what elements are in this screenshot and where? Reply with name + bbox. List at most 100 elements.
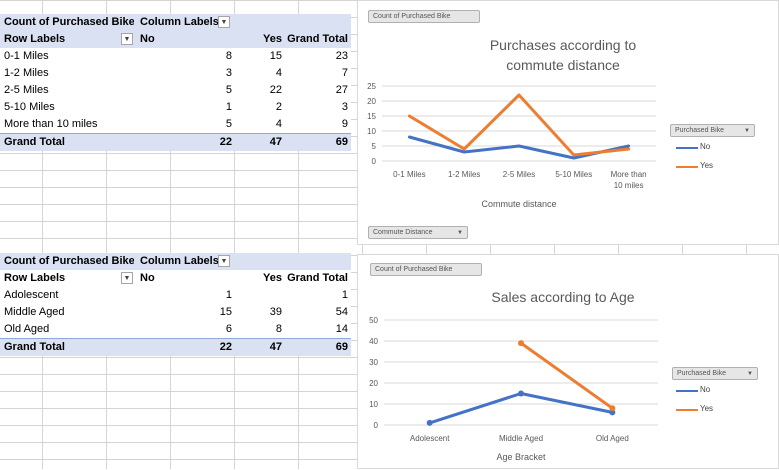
- legend-filter-dropdown-icon[interactable]: ▼: [747, 368, 753, 380]
- x-tick-label-line: More than: [611, 170, 647, 179]
- x-axis-title: Commute distance: [481, 199, 556, 209]
- row-label: Adolescent: [4, 287, 134, 304]
- row-value-no: 5: [140, 82, 232, 99]
- x-tick-label: Old Aged: [596, 434, 629, 443]
- pivot-value-field[interactable]: Count of Purchased Bike: [4, 253, 134, 270]
- pivot-subheader-row: Row Labels ▼ No Yes Grand Total: [0, 31, 351, 48]
- pivot-chart-commute[interactable]: Count of Purchased Bike Purchases accord…: [357, 0, 779, 245]
- pivot-subheader-row: Row Labels ▼ No Yes Grand Total: [0, 270, 351, 287]
- series-line-no[interactable]: [409, 137, 628, 158]
- y-tick-label: 50: [369, 316, 378, 325]
- row-label: 0-1 Miles: [4, 48, 134, 65]
- grand-total-label: Grand Total: [4, 134, 134, 151]
- y-tick-label: 40: [369, 337, 378, 346]
- y-tick-label: 0: [374, 421, 379, 430]
- legend[interactable]: No Yes: [676, 384, 756, 414]
- row-value-no: 3: [140, 65, 232, 82]
- column-header-no: No: [140, 31, 200, 48]
- row-labels-header[interactable]: Row Labels: [4, 270, 134, 287]
- legend-field-button[interactable]: Purchased Bike ▼: [672, 367, 758, 380]
- y-tick-label: 10: [369, 400, 378, 409]
- column-header-grand-total: Grand Total: [284, 31, 348, 48]
- data-point-yes[interactable]: [518, 340, 524, 346]
- y-tick-label: 30: [369, 358, 378, 367]
- grand-total-row: Grand Total 22 47 69: [0, 133, 351, 151]
- x-tick-label-line: 1-2 Miles: [448, 170, 480, 179]
- row-value-total: 27: [284, 82, 348, 99]
- pivot-chart-age[interactable]: Count of Purchased Bike Sales according …: [357, 254, 779, 469]
- column-header-yes: Yes: [236, 31, 282, 48]
- grand-total-label: Grand Total: [4, 339, 134, 356]
- row-value-yes: [236, 287, 282, 304]
- column-header-yes: Yes: [236, 270, 282, 287]
- row-value-total: 7: [284, 65, 348, 82]
- pivot-header-row: Count of Purchased Bike Column Labels ▼: [0, 253, 351, 270]
- y-tick-label: 20: [367, 97, 376, 106]
- series-line-no[interactable]: [430, 394, 613, 423]
- data-point-no[interactable]: [518, 391, 524, 397]
- x-tick-label: 0-1 Miles: [393, 170, 425, 179]
- legend-field-label: Purchased Bike: [677, 370, 726, 377]
- y-tick-label: 15: [367, 112, 376, 121]
- axis-field-label: Commute Distance: [373, 229, 433, 236]
- axis-field-button[interactable]: Commute Distance ▼: [368, 226, 468, 239]
- pivot-table-age[interactable]: Count of Purchased Bike Column Labels ▼ …: [0, 253, 351, 356]
- y-tick-label: 20: [369, 379, 378, 388]
- x-tick-label-line: 2-5 Miles: [503, 170, 535, 179]
- row-value-total: 23: [284, 48, 348, 65]
- grand-total-row: Grand Total 22 47 69: [0, 338, 351, 356]
- axis-filter-dropdown-icon[interactable]: ▼: [457, 227, 463, 239]
- row-value-no: 15: [140, 304, 232, 321]
- row-value-total: 14: [284, 321, 348, 338]
- x-tick-label: Adolescent: [410, 434, 450, 443]
- column-filter-dropdown-icon[interactable]: ▼: [218, 16, 230, 28]
- data-point-yes[interactable]: [609, 405, 615, 411]
- y-tick-label: 25: [367, 82, 376, 91]
- legend-swatch-no: [676, 390, 698, 392]
- column-filter-dropdown-icon[interactable]: ▼: [218, 255, 230, 267]
- x-tick-label: 5-10 Miles: [555, 170, 592, 179]
- grand-total-total: 69: [284, 134, 348, 151]
- row-value-yes: 22: [236, 82, 282, 99]
- row-value-yes: 8: [236, 321, 282, 338]
- row-label: Old Aged: [4, 321, 134, 338]
- row-filter-dropdown-icon[interactable]: ▼: [121, 272, 133, 284]
- row-value-total: 3: [284, 99, 348, 116]
- pivot-value-field[interactable]: Count of Purchased Bike: [4, 14, 134, 31]
- row-label: More than 10 miles: [4, 116, 134, 133]
- x-tick-label-line: 0-1 Miles: [393, 170, 425, 179]
- row-filter-dropdown-icon[interactable]: ▼: [121, 33, 133, 45]
- column-header-no: No: [140, 270, 200, 287]
- legend-filter-dropdown-icon[interactable]: ▼: [744, 125, 750, 137]
- legend[interactable]: No Yes: [676, 141, 756, 171]
- row-value-no: 5: [140, 116, 232, 133]
- pivot-table-commute[interactable]: Count of Purchased Bike Column Labels ▼ …: [0, 14, 351, 151]
- legend-field-button[interactable]: Purchased Bike ▼: [670, 124, 755, 137]
- row-value-total: 9: [284, 116, 348, 133]
- legend-label-no: No: [700, 385, 710, 394]
- row-label: 1-2 Miles: [4, 65, 134, 82]
- series-line-yes[interactable]: [521, 343, 612, 408]
- row-label: Middle Aged: [4, 304, 134, 321]
- grand-total-no: 22: [140, 134, 232, 151]
- row-value-yes: 4: [236, 116, 282, 133]
- legend-label-yes: Yes: [700, 161, 713, 170]
- x-tick-label-line: 10 miles: [614, 181, 644, 190]
- data-point-no[interactable]: [427, 420, 433, 426]
- row-value-no: 1: [140, 99, 232, 116]
- row-label: 5-10 Miles: [4, 99, 134, 116]
- row-labels-header[interactable]: Row Labels: [4, 31, 134, 48]
- column-labels-header[interactable]: Column Labels: [140, 253, 230, 270]
- column-labels-header[interactable]: Column Labels: [140, 14, 230, 31]
